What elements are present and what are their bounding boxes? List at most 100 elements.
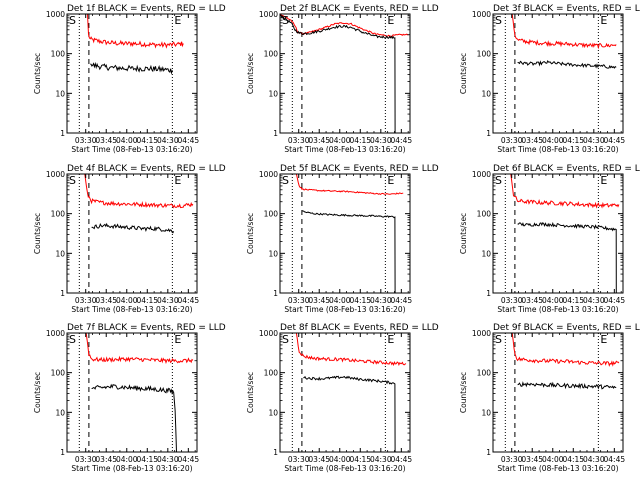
- y-tick-label: 100: [51, 369, 66, 378]
- y-tick-label: 10: [481, 249, 491, 258]
- plot-frame: [492, 173, 624, 294]
- x-tick-label: 04:00: [329, 296, 351, 305]
- start-marker-label: S: [282, 333, 289, 346]
- start-marker-label: S: [282, 14, 289, 27]
- x-tick-label: 03:30: [501, 455, 523, 464]
- x-tick-label: 04:30: [157, 136, 179, 145]
- end-marker-label: E: [600, 333, 607, 346]
- y-tick-label: 10: [481, 89, 491, 98]
- y-tick-label: 1000: [472, 10, 491, 19]
- x-tick-label: 04:30: [583, 136, 605, 145]
- y-axis-label: Counts/sec: [246, 372, 255, 413]
- x-tick-label: 04:45: [391, 136, 413, 145]
- x-tick-label: 04:00: [542, 136, 564, 145]
- lld-series-line: [511, 14, 617, 50]
- x-tick-label: 03:30: [288, 136, 310, 145]
- plot-frame: [492, 332, 624, 453]
- events-series-line: [91, 383, 177, 452]
- y-tick-label: 1000: [46, 329, 65, 338]
- x-tick-label: 04:15: [349, 455, 371, 464]
- x-tick-label: 03:45: [521, 136, 543, 145]
- start-marker-label: S: [495, 174, 502, 187]
- x-tick-label: 04:15: [349, 136, 371, 145]
- x-tick-label: 04:15: [136, 296, 158, 305]
- y-axis-label: Counts/sec: [246, 53, 255, 94]
- x-tick-label: 03:45: [95, 296, 117, 305]
- end-marker-label: E: [174, 14, 181, 27]
- lld-series-line: [295, 174, 404, 196]
- y-tick-label: 1: [60, 448, 65, 457]
- end-marker-label: E: [600, 174, 607, 187]
- x-tick-label: 04:15: [562, 296, 584, 305]
- x-axis-label: Start Time (08-Feb-13 03:16:20): [71, 145, 192, 154]
- y-tick-label: 100: [477, 369, 492, 378]
- lld-series-line: [511, 333, 620, 367]
- x-tick-label: 03:30: [501, 296, 523, 305]
- x-tick-label: 04:45: [178, 455, 200, 464]
- panel-title: Det 6f BLACK = Events, RED = LLD: [493, 164, 640, 174]
- start-marker-label: S: [495, 14, 502, 27]
- x-tick-label: 04:30: [370, 136, 392, 145]
- y-tick-label: 10: [268, 408, 278, 417]
- x-tick-label: 04:30: [157, 296, 179, 305]
- y-tick-label: 100: [477, 210, 492, 219]
- lld-series-line: [87, 14, 184, 49]
- panel-title: Det 2f BLACK = Events, RED = LLD: [280, 4, 439, 14]
- y-tick-label: 10: [268, 89, 278, 98]
- x-tick-label: 03:45: [308, 455, 330, 464]
- x-tick-label: 03:30: [288, 455, 310, 464]
- x-tick-label: 04:00: [329, 136, 351, 145]
- x-tick-label: 03:30: [288, 296, 310, 305]
- x-tick-label: 04:45: [391, 455, 413, 464]
- plot-frame: [492, 13, 624, 134]
- y-axis-label: Counts/sec: [459, 213, 468, 254]
- start-marker-label: S: [69, 14, 76, 27]
- events-series-line: [517, 381, 617, 390]
- plot-frame: [66, 332, 198, 453]
- end-marker-label: E: [387, 333, 394, 346]
- plot-frame: [279, 332, 411, 453]
- end-marker-label: E: [387, 14, 394, 27]
- y-tick-label: 1: [273, 448, 278, 457]
- y-tick-label: 1000: [472, 329, 491, 338]
- y-axis-label: Counts/sec: [33, 53, 42, 94]
- y-tick-label: 10: [55, 408, 65, 417]
- x-tick-label: 03:45: [521, 296, 543, 305]
- y-tick-label: 1: [273, 289, 278, 298]
- events-series-line: [303, 375, 396, 452]
- x-tick-label: 04:00: [116, 296, 138, 305]
- y-axis-label: Counts/sec: [246, 213, 255, 254]
- x-tick-label: 04:00: [329, 455, 351, 464]
- x-tick-label: 03:30: [75, 455, 97, 464]
- plot-frame: [279, 13, 411, 134]
- y-tick-label: 100: [264, 50, 279, 59]
- events-series-line: [91, 222, 175, 234]
- x-tick-label: 04:15: [136, 136, 158, 145]
- y-tick-label: 1: [486, 289, 491, 298]
- y-tick-label: 1: [486, 448, 491, 457]
- x-tick-label: 04:45: [178, 296, 200, 305]
- x-axis-label: Start Time (08-Feb-13 03:16:20): [284, 145, 405, 154]
- x-tick-label: 04:15: [562, 455, 584, 464]
- x-tick-label: 04:30: [583, 296, 605, 305]
- panel-title: Det 7f BLACK = Events, RED = LLD: [67, 323, 226, 333]
- y-tick-label: 1000: [46, 170, 65, 179]
- x-tick-label: 03:30: [75, 296, 97, 305]
- x-tick-label: 04:30: [157, 455, 179, 464]
- y-tick-label: 1: [60, 289, 65, 298]
- plot-frame: [66, 13, 198, 134]
- x-tick-label: 03:45: [95, 455, 117, 464]
- events-series-line: [517, 221, 617, 293]
- x-tick-label: 04:00: [116, 455, 138, 464]
- x-tick-label: 03:45: [308, 296, 330, 305]
- panel-title: Det 4f BLACK = Events, RED = LLD: [67, 164, 226, 174]
- x-tick-label: 04:30: [370, 296, 392, 305]
- x-tick-label: 04:45: [604, 136, 626, 145]
- events-series-line: [301, 210, 396, 293]
- x-tick-label: 03:45: [95, 136, 117, 145]
